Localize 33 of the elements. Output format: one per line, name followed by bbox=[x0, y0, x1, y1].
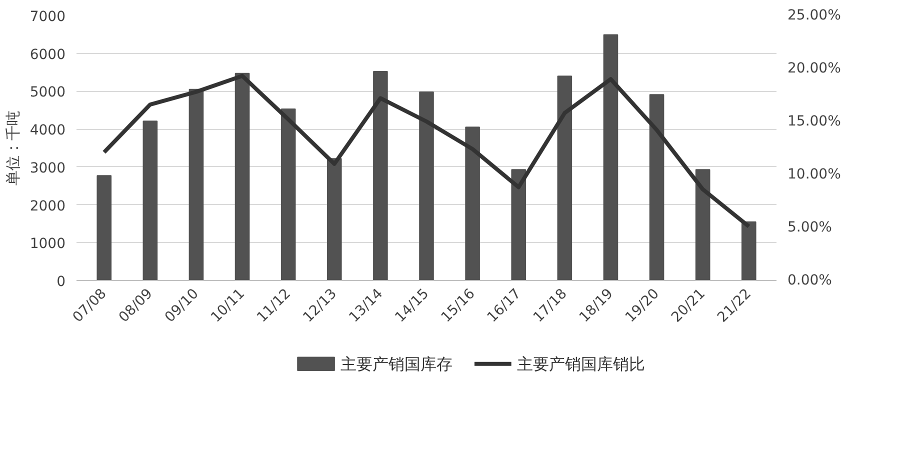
legend-label: 主要产销国库销比 bbox=[517, 354, 646, 374]
bar bbox=[326, 158, 342, 280]
y-tick-label: 0 bbox=[56, 274, 66, 290]
y2-tick-label: 20.00% bbox=[788, 60, 841, 76]
bar bbox=[188, 88, 204, 280]
bar bbox=[603, 34, 618, 280]
bar bbox=[419, 91, 434, 280]
y-tick-label: 7000 bbox=[30, 9, 66, 25]
y2-tick-label: 0.00% bbox=[788, 272, 832, 288]
bar bbox=[373, 71, 388, 280]
y-tick-label: 4000 bbox=[30, 122, 66, 139]
y2-tick-label: 5.00% bbox=[788, 220, 832, 236]
y-tick-label: 3000 bbox=[30, 160, 66, 176]
y-tick-label: 5000 bbox=[30, 84, 66, 101]
legend-label: 主要产销国库存 bbox=[340, 354, 452, 374]
y2-tick-label: 25.00% bbox=[788, 8, 841, 24]
y-tick-label: 6000 bbox=[30, 46, 66, 63]
y2-tick-label: 10.00% bbox=[788, 166, 841, 182]
y-tick-label: 1000 bbox=[30, 236, 66, 252]
bar bbox=[234, 72, 250, 280]
bar bbox=[280, 108, 296, 280]
line-series bbox=[102, 74, 751, 228]
bar bbox=[695, 169, 710, 280]
y-tick-label: 2000 bbox=[30, 198, 66, 214]
bar bbox=[142, 120, 158, 280]
bar bbox=[511, 169, 526, 280]
bar bbox=[741, 221, 756, 280]
bar bbox=[96, 175, 112, 280]
bar bbox=[649, 94, 664, 280]
y2-tick-label: 15.00% bbox=[788, 114, 841, 130]
bar bbox=[557, 76, 572, 280]
bar bbox=[465, 126, 480, 280]
y-axis-title: 单位：千吨 bbox=[4, 110, 22, 186]
